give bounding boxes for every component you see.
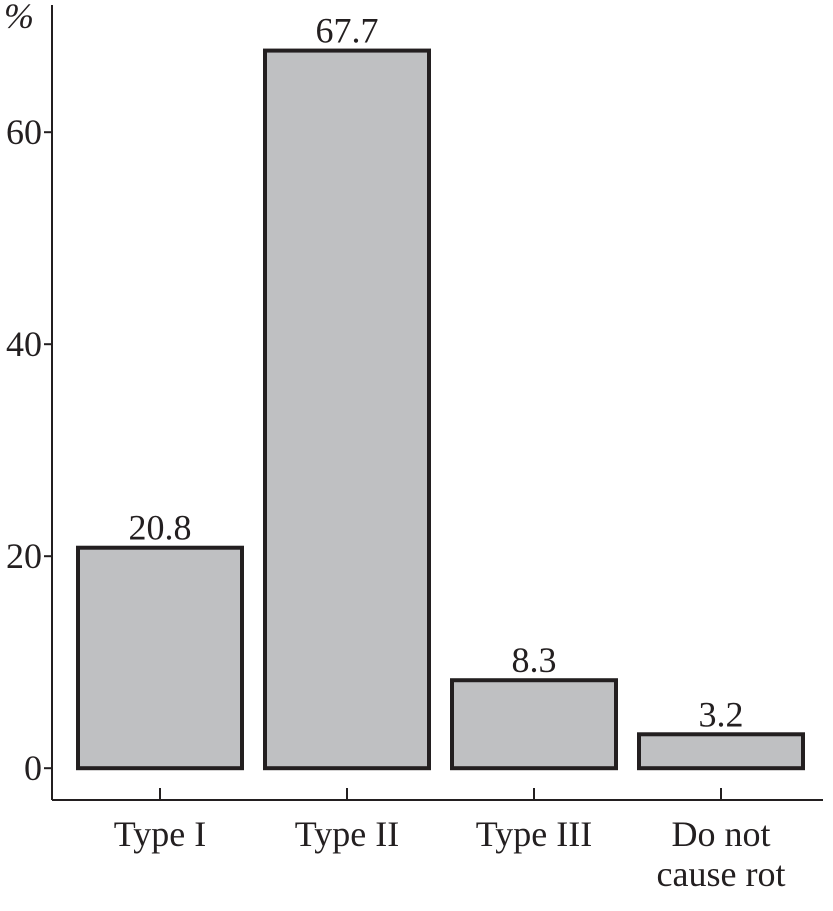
data-label: 20.8 <box>129 508 192 548</box>
y-tick-label: 0 <box>24 748 42 788</box>
y-tick-label: 20 <box>6 536 42 576</box>
bar <box>637 732 805 771</box>
bar <box>76 545 244 771</box>
x-tick-label: Do not cause rot <box>656 814 786 894</box>
y-axis-label: % <box>4 0 34 36</box>
data-label: 8.3 <box>512 640 557 680</box>
x-tick-label: Type III <box>475 814 593 854</box>
y-tick-label: 60 <box>6 112 42 152</box>
data-label: 67.7 <box>316 11 379 51</box>
x-tick-label: Type II <box>294 814 400 854</box>
bar <box>450 678 618 771</box>
x-tick-label: Type I <box>113 814 207 854</box>
data-label: 3.2 <box>699 694 744 734</box>
bar <box>263 48 431 771</box>
y-tick-label: 40 <box>6 324 42 364</box>
